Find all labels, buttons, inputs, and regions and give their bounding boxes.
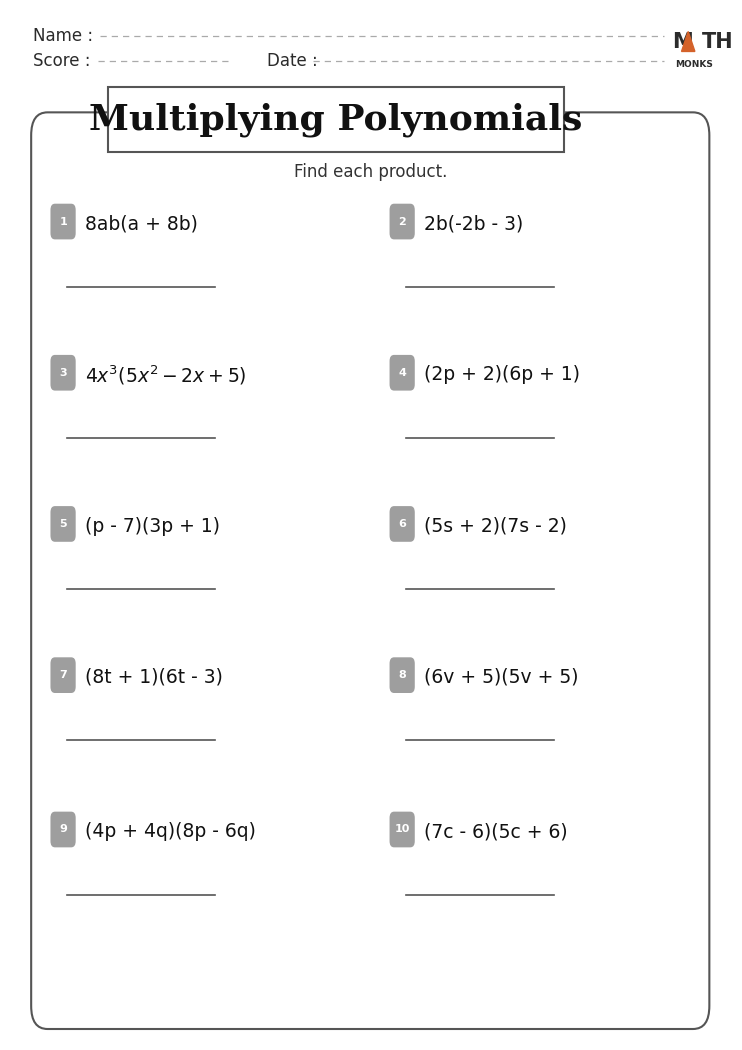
FancyBboxPatch shape [50,355,76,391]
Text: MONKS: MONKS [675,60,714,68]
FancyBboxPatch shape [390,506,415,542]
Text: TH: TH [702,32,734,52]
Text: 2: 2 [398,216,406,227]
Text: M: M [672,32,693,52]
Text: Score :: Score : [33,51,91,70]
Text: (5s + 2)(7s - 2): (5s + 2)(7s - 2) [424,517,567,536]
FancyBboxPatch shape [31,112,709,1029]
Text: 1: 1 [59,216,67,227]
Polygon shape [682,32,695,51]
Text: 4: 4 [398,368,406,378]
Text: 2b(-2b - 3): 2b(-2b - 3) [424,214,523,233]
FancyBboxPatch shape [50,657,76,693]
Text: 8: 8 [398,670,406,680]
FancyBboxPatch shape [50,204,76,239]
Text: 10: 10 [395,824,410,835]
Text: Date :: Date : [267,51,318,70]
FancyBboxPatch shape [50,506,76,542]
FancyBboxPatch shape [390,204,415,239]
FancyBboxPatch shape [108,87,564,152]
FancyBboxPatch shape [390,657,415,693]
Text: $4x^3(5x^2 - 2x + 5)$: $4x^3(5x^2 - 2x + 5)$ [85,363,246,386]
Text: 3: 3 [59,368,67,378]
Text: Name :: Name : [33,26,93,45]
Text: (7c - 6)(5c + 6): (7c - 6)(5c + 6) [424,822,568,841]
Text: 5: 5 [59,519,67,529]
Text: 8ab(a + 8b): 8ab(a + 8b) [85,214,197,233]
Text: (6v + 5)(5v + 5): (6v + 5)(5v + 5) [424,668,578,687]
Text: 7: 7 [59,670,67,680]
FancyBboxPatch shape [390,355,415,391]
Text: (2p + 2)(6p + 1): (2p + 2)(6p + 1) [424,365,580,384]
FancyBboxPatch shape [390,812,415,847]
Text: Multiplying Polynomials: Multiplying Polynomials [89,103,582,136]
Text: Find each product.: Find each product. [295,163,447,182]
Text: 9: 9 [59,824,67,835]
Text: (p - 7)(3p + 1): (p - 7)(3p + 1) [85,517,220,536]
Text: (8t + 1)(6t - 3): (8t + 1)(6t - 3) [85,668,223,687]
FancyBboxPatch shape [50,812,76,847]
Text: (4p + 4q)(8p - 6q): (4p + 4q)(8p - 6q) [85,822,255,841]
Text: 6: 6 [398,519,406,529]
